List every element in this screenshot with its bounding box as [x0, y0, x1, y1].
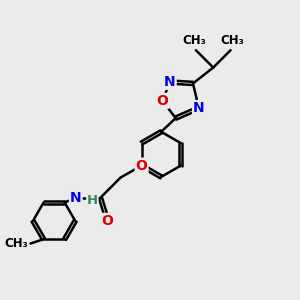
- Text: CH₃: CH₃: [220, 34, 244, 47]
- Text: H: H: [87, 194, 98, 207]
- Text: CH₃: CH₃: [183, 34, 206, 47]
- Text: O: O: [157, 94, 169, 108]
- Text: CH₃: CH₃: [4, 237, 28, 250]
- Text: N: N: [70, 191, 82, 205]
- Text: O: O: [102, 214, 114, 228]
- Text: O: O: [136, 159, 148, 172]
- Text: N: N: [193, 101, 205, 115]
- Text: N: N: [164, 75, 176, 89]
